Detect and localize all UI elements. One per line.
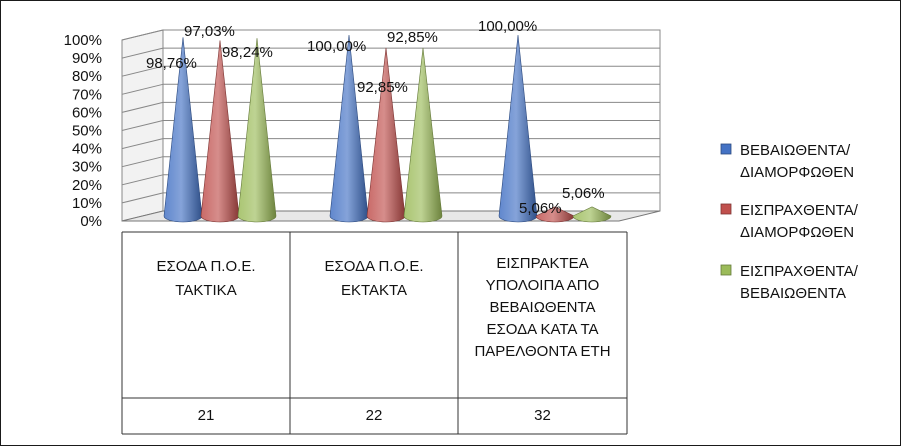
category-code: 32 <box>534 407 551 424</box>
y-tick-label: 20% <box>72 177 102 194</box>
data-label: 98,76% <box>146 55 197 72</box>
cone-1-2 <box>403 47 443 223</box>
y-tick-label: 90% <box>72 50 102 67</box>
data-label: 100,00% <box>307 38 366 55</box>
category-label: ΤΑΚΤΙΚΑ <box>175 282 236 299</box>
y-tick-label: 50% <box>72 123 102 140</box>
gridline-side <box>121 120 164 131</box>
y-tick-label: 60% <box>72 104 102 121</box>
y-tick-label: 30% <box>72 159 102 176</box>
category-label: ΥΠΟΛΟΙΠΑ ΑΠΟ <box>486 277 600 294</box>
legend-label: ΔΙΑΜΟΡΦΩΘΕΝ <box>740 224 854 241</box>
y-tick-label: 40% <box>72 141 102 158</box>
category-label: ΕΣΟΔΑ Π.Ο.Ε. <box>324 258 423 275</box>
gridline-side <box>121 192 164 204</box>
data-label: 92,85% <box>387 29 438 46</box>
data-label: 5,06% <box>519 200 562 217</box>
category-label: ΕΣΟΔΑ Π.Ο.Ε. <box>156 258 255 275</box>
gridline-side <box>121 47 164 59</box>
category-label: ΕΣΟΔΑ ΚΑΤΑ ΤΑ <box>486 321 598 338</box>
gridline-side <box>121 29 164 41</box>
cone-2-2 <box>572 206 612 223</box>
category-code: 22 <box>366 407 383 424</box>
y-tick-label: 100% <box>64 32 102 49</box>
y-tick-label: 70% <box>72 86 102 103</box>
gridline-side <box>121 174 164 186</box>
legend-label: ΔΙΑΜΟΡΦΩΘΕΝ <box>740 164 854 181</box>
category-label: ΕΚΤΑΚΤΑ <box>341 282 407 299</box>
y-tick-label: 10% <box>72 195 102 212</box>
legend-label: ΕΙΣΠΡΑΧΘΕΝΤΑ/ <box>740 202 859 219</box>
category-label: ΠΑΡΕΛΘΟΝΤΑ ΕΤΗ <box>474 343 610 360</box>
y-tick-label: 80% <box>72 68 102 85</box>
data-label: 5,06% <box>562 185 605 202</box>
data-label: 97,03% <box>184 23 235 40</box>
category-label: ΒΕΒΑΙΩΘΕΝΤΑ <box>490 299 596 316</box>
gridline-side <box>121 156 164 168</box>
data-label: 100,00% <box>478 18 537 35</box>
category-label: ΕΙΣΠΡΑΚΤΕΑ <box>496 255 588 272</box>
category-code: 21 <box>198 407 215 424</box>
gridline-side <box>121 83 164 95</box>
legend-swatch <box>720 143 732 155</box>
legend-swatch <box>720 264 732 276</box>
legend-label: ΒΕΒΑΙΩΘΕΝΤΑ/ <box>740 142 851 159</box>
y-tick-label: 0% <box>80 213 102 230</box>
gridline-side <box>121 138 164 150</box>
data-label: 92,85% <box>357 79 408 96</box>
cone-0-2 <box>237 38 277 223</box>
legend-label: ΒΕΒΑΙΩΘΕΝΤΑ <box>740 285 846 302</box>
legend-swatch <box>720 203 732 215</box>
legend-label: ΕΙΣΠΡΑΧΘΕΝΤΑ/ <box>740 263 859 280</box>
gridline-side <box>121 65 164 77</box>
gridline-side <box>121 101 164 113</box>
data-label: 98,24% <box>222 44 273 61</box>
